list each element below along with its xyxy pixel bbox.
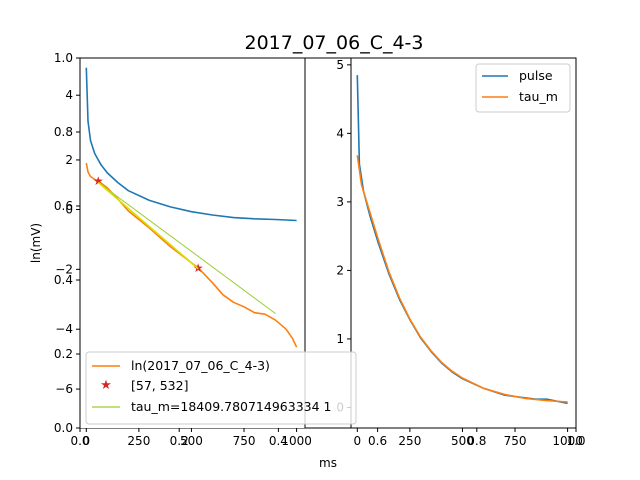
xtick-label-left-bottom: 1000 — [281, 434, 312, 448]
bg-ytick-label: 0.8 — [54, 125, 73, 139]
bg-ytick-label: 0.0 — [54, 421, 73, 435]
bg-xtick-label: 1.0 — [566, 434, 585, 448]
x-axis-label: ms — [319, 456, 337, 470]
bg-xtick-label: 0.6 — [368, 434, 387, 448]
xtick-label-right: 0 — [353, 434, 361, 448]
bg-ytick-label: 1.0 — [54, 51, 73, 65]
bg-xtick-label: 0.2 — [170, 434, 189, 448]
panel-left-top-plot: 24 — [65, 67, 297, 222]
panel-right-border — [350, 57, 577, 429]
bg-xtick-label: 0.8 — [467, 434, 486, 448]
legend-right-label-1: pulse — [519, 68, 553, 83]
figure-title: 2017_07_06_C_4-3 — [244, 32, 423, 54]
legend-left-swatch-2-star-icon: ★ — [100, 378, 112, 393]
xtick-label-left-bottom: 750 — [233, 434, 256, 448]
panel-right-frame — [350, 57, 577, 429]
series-line-right-1 — [356, 155, 568, 403]
legend-left-box — [85, 351, 357, 425]
ytick-label-right: 2 — [336, 263, 344, 277]
legend-left-label-2: [57, 532] — [131, 378, 188, 393]
ytick-label-left-bottom: −6 — [55, 382, 73, 396]
background-axes-ticks: 0.0 0.2 0.4 0.6 0.8 1.0 0.0 0.2 0.4 0.6 0.8 1.0 — [54, 51, 586, 448]
background-axes: 0.0 0.2 0.4 0.6 0.8 1.0 0.0 0.2 0.4 0.6 0.8 1.0 — [54, 51, 586, 448]
legend-left: ln(2017_07_06_C_4-3) ★ [57, 532] tau_m=1… — [85, 351, 357, 425]
ytick-label-left-bottom: −4 — [55, 322, 73, 336]
panel-left-bottom-plot: 0 −2 −4 −6 0 250 500 750 1000 ★ ★ — [55, 162, 312, 448]
legend-left-label-1: ln(2017_07_06_C_4-3) — [131, 358, 270, 373]
xtick-label-right: 250 — [398, 434, 421, 448]
panel-right-background — [351, 58, 576, 428]
ytick-label-left-top: 4 — [65, 88, 73, 102]
y-axis-label: ln(mV) — [29, 223, 43, 263]
legend-right-label-2: tau_m — [519, 89, 558, 104]
xtick-label-right: 1000 — [552, 434, 583, 448]
bg-ytick-label: 0.6 — [54, 199, 73, 213]
bg-ytick-label: 0.4 — [54, 273, 73, 287]
fit-range-star-marker: ★ — [93, 174, 104, 188]
bg-ytick-label: 0.2 — [54, 347, 73, 361]
ytick-label-left-bottom: −2 — [55, 262, 73, 276]
legend-right: pulse tau_m — [475, 63, 571, 113]
xtick-label-right: 750 — [504, 434, 527, 448]
xtick-label-left-bottom: 250 — [127, 434, 150, 448]
series-line-left-top-0 — [85, 67, 297, 222]
legend-left-label-3: tau_m=18409.780714963334 1 — [131, 399, 331, 414]
ytick-label-left-top: 2 — [65, 153, 73, 167]
panel-right-plot: 01234502505007501000 — [336, 58, 583, 448]
ytick-label-right: 1 — [336, 332, 344, 346]
bg-xtick-label: 0.4 — [269, 434, 288, 448]
ytick-label-right: 3 — [336, 195, 344, 209]
xtick-label-left-bottom: 500 — [180, 434, 203, 448]
xtick-label-left-bottom: 0 — [82, 434, 90, 448]
ytick-label-right: 4 — [336, 126, 344, 140]
xtick-label-right: 500 — [451, 434, 474, 448]
series-line-left-bottom-2 — [98, 182, 276, 315]
ytick-label-right: 5 — [336, 58, 344, 72]
bg-xtick-label: 0.0 — [70, 434, 89, 448]
series-line-left-bottom-3 — [97, 181, 199, 270]
ytick-label-left-bottom: 0 — [65, 202, 73, 216]
